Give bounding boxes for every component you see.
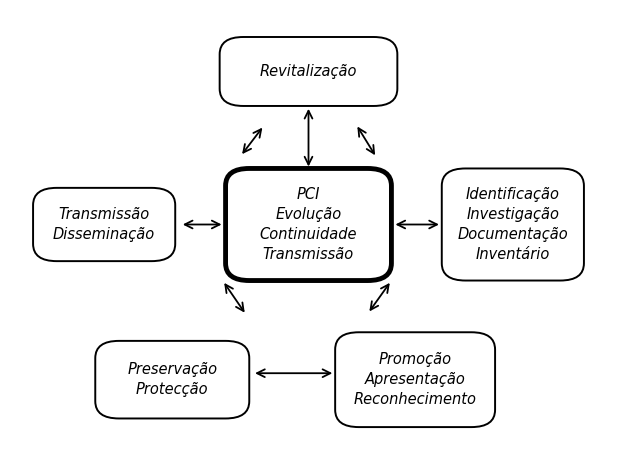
Text: Promoção
Apresentação
Reconhecimento: Promoção Apresentação Reconhecimento — [354, 352, 476, 407]
FancyBboxPatch shape — [95, 341, 249, 418]
Text: Identificação
Investigação
Documentação
Inventário: Identificação Investigação Documentação … — [457, 187, 568, 262]
Text: Preservação
Protecção: Preservação Protecção — [127, 362, 217, 397]
FancyBboxPatch shape — [220, 37, 397, 106]
FancyBboxPatch shape — [33, 188, 175, 261]
Text: Revitalização: Revitalização — [260, 64, 357, 79]
FancyBboxPatch shape — [335, 332, 495, 427]
FancyBboxPatch shape — [442, 168, 584, 281]
Text: PCI
Evolução
Continuidade
Transmissão: PCI Evolução Continuidade Transmissão — [260, 187, 357, 262]
Text: Transmissão
Disseminação: Transmissão Disseminação — [53, 207, 155, 242]
FancyBboxPatch shape — [226, 168, 391, 281]
